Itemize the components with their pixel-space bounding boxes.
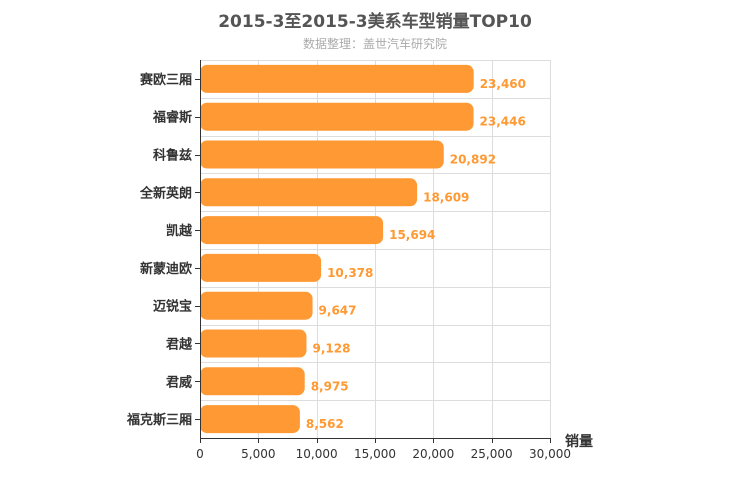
x-tick-label: 25,000 <box>471 447 513 461</box>
bar[interactable] <box>200 178 418 207</box>
x-axis-title: 销量 <box>565 433 593 450</box>
bar[interactable] <box>200 329 307 358</box>
value-label: 23,460 <box>480 77 526 91</box>
category-label: 新蒙迪欧 <box>140 261 192 277</box>
bar[interactable] <box>200 64 474 93</box>
x-tick-label: 10,000 <box>296 447 338 461</box>
category-label: 君威 <box>166 374 192 390</box>
category-label: 君越 <box>166 337 193 353</box>
value-label: 18,609 <box>423 190 469 204</box>
bar[interactable] <box>200 216 384 245</box>
value-label: 9,128 <box>312 342 350 356</box>
label-layer: 赛欧三厢 23,460 福睿斯 23,446 科鲁兹 20,892 全新英朗 18,609 凯越… <box>126 72 526 431</box>
category-label: 迈锐宝 <box>153 299 192 315</box>
bar[interactable] <box>200 367 305 396</box>
x-tick-label: 15,000 <box>354 447 396 461</box>
x-tick-label: 20,000 <box>412 447 454 461</box>
category-label: 福睿斯 <box>152 110 192 126</box>
value-label: 23,446 <box>480 115 526 129</box>
category-label: 凯越 <box>166 223 193 239</box>
bar[interactable] <box>200 291 313 320</box>
bar[interactable] <box>200 140 444 169</box>
axis-layer: 0 5,000 10,000 15,000 20,000 25,000 30,000 <box>195 60 571 461</box>
bar[interactable] <box>200 102 474 131</box>
x-tick-label: 5,000 <box>241 447 275 461</box>
value-label: 10,378 <box>327 266 373 280</box>
value-label: 9,647 <box>319 304 357 318</box>
x-tick-label: 30,000 <box>529 447 571 461</box>
bar-layer <box>200 64 474 434</box>
category-label: 科鲁兹 <box>153 148 192 164</box>
value-label: 8,975 <box>311 379 349 393</box>
chart-subtitle: 数据整理：盖世汽车研究院 <box>302 37 447 51</box>
category-label: 福克斯三厢 <box>126 412 192 428</box>
bar[interactable] <box>200 253 322 282</box>
chart-title: 2015-3至2015-3美系车型销量TOP10 <box>218 12 532 32</box>
x-tick-label: 0 <box>196 447 204 461</box>
category-label: 全新英朗 <box>139 185 192 201</box>
bar[interactable] <box>200 405 300 434</box>
category-label: 赛欧三厢 <box>139 72 192 88</box>
value-label: 15,694 <box>389 228 435 242</box>
value-label: 20,892 <box>450 153 496 167</box>
value-label: 8,562 <box>306 417 344 431</box>
